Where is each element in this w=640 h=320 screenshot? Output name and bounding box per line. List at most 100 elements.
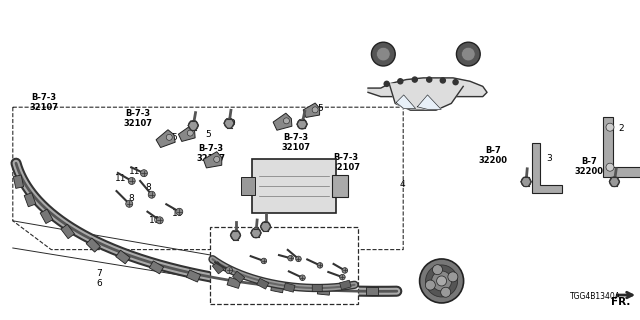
Text: 9: 9 — [298, 120, 303, 129]
Circle shape — [261, 258, 267, 264]
Text: B-7-3
32107: B-7-3 32107 — [281, 133, 310, 152]
Polygon shape — [603, 117, 640, 177]
Circle shape — [188, 130, 193, 136]
Circle shape — [214, 156, 220, 162]
Polygon shape — [368, 78, 487, 97]
Text: 9: 9 — [253, 228, 259, 236]
Bar — [186, 270, 200, 282]
Text: B-7-3
32107: B-7-3 32107 — [123, 109, 152, 128]
Text: 6: 6 — [97, 279, 102, 288]
Bar — [61, 224, 74, 239]
Text: 8: 8 — [263, 258, 268, 267]
Circle shape — [300, 275, 305, 281]
Bar — [340, 280, 351, 290]
Circle shape — [156, 217, 163, 224]
Bar — [317, 286, 330, 295]
Circle shape — [426, 265, 458, 297]
Circle shape — [128, 178, 135, 184]
Text: 7: 7 — [97, 269, 102, 278]
Circle shape — [260, 221, 271, 232]
Text: FR.: FR. — [611, 297, 630, 307]
Circle shape — [251, 228, 261, 238]
Circle shape — [284, 118, 289, 124]
Text: 5: 5 — [205, 130, 211, 139]
Text: 11: 11 — [115, 174, 126, 183]
Circle shape — [371, 42, 396, 66]
Text: 9: 9 — [612, 178, 617, 187]
Circle shape — [148, 191, 156, 198]
Circle shape — [342, 268, 348, 273]
Polygon shape — [417, 95, 441, 109]
Circle shape — [376, 47, 390, 61]
Text: B-7-3
32107: B-7-3 32107 — [331, 153, 360, 172]
Text: B-7-3
32107: B-7-3 32107 — [29, 93, 58, 112]
Text: B-7-3
32107: B-7-3 32107 — [196, 144, 226, 163]
Circle shape — [230, 230, 241, 240]
Polygon shape — [156, 130, 175, 148]
Circle shape — [225, 267, 232, 274]
Polygon shape — [532, 143, 563, 193]
Bar — [212, 262, 224, 274]
Polygon shape — [303, 103, 319, 117]
Circle shape — [166, 134, 172, 140]
Circle shape — [426, 280, 435, 290]
Bar — [312, 284, 322, 292]
Circle shape — [440, 78, 445, 83]
Text: 9: 9 — [230, 119, 235, 128]
Bar — [86, 238, 100, 252]
Circle shape — [427, 77, 432, 82]
Bar — [271, 283, 284, 293]
Bar — [210, 227, 358, 304]
Text: B-7-2
32117: B-7-2 32117 — [278, 166, 307, 185]
Circle shape — [436, 276, 447, 286]
Circle shape — [606, 123, 614, 131]
Circle shape — [384, 81, 389, 86]
Text: 2: 2 — [618, 124, 623, 132]
Text: 9: 9 — [232, 231, 237, 240]
Bar — [24, 193, 36, 207]
Text: B-7
32200: B-7 32200 — [478, 146, 508, 165]
Text: 10: 10 — [335, 269, 346, 278]
Text: 5: 5 — [172, 133, 177, 142]
Text: 4: 4 — [399, 180, 404, 188]
Circle shape — [609, 177, 620, 187]
Circle shape — [412, 77, 417, 82]
Bar — [232, 271, 244, 283]
Circle shape — [140, 170, 147, 177]
Bar — [40, 209, 53, 224]
Polygon shape — [204, 152, 222, 168]
Text: 1: 1 — [439, 287, 444, 296]
Text: 9: 9 — [524, 178, 529, 187]
Circle shape — [606, 163, 614, 171]
Text: 11: 11 — [129, 167, 140, 176]
Polygon shape — [389, 84, 463, 110]
Bar — [13, 175, 24, 188]
Circle shape — [312, 107, 318, 113]
Text: B-7
32200: B-7 32200 — [574, 157, 604, 176]
Text: 8: 8 — [129, 194, 134, 203]
Circle shape — [431, 271, 452, 291]
Text: 11: 11 — [290, 251, 301, 260]
Text: 8: 8 — [146, 183, 151, 192]
Circle shape — [125, 200, 132, 207]
Circle shape — [456, 42, 480, 66]
Bar — [284, 283, 295, 292]
FancyBboxPatch shape — [241, 177, 255, 195]
Circle shape — [317, 262, 323, 268]
Bar — [116, 250, 130, 264]
Bar — [367, 287, 379, 295]
FancyBboxPatch shape — [332, 175, 348, 196]
Text: 9: 9 — [191, 122, 196, 131]
Circle shape — [297, 119, 307, 129]
Text: 5: 5 — [317, 104, 323, 113]
Circle shape — [448, 272, 458, 282]
Polygon shape — [396, 95, 415, 108]
Text: 3: 3 — [547, 154, 552, 163]
Text: 10: 10 — [149, 216, 161, 225]
Polygon shape — [179, 126, 195, 141]
Circle shape — [433, 265, 442, 275]
Circle shape — [176, 208, 183, 215]
FancyBboxPatch shape — [252, 159, 337, 212]
Circle shape — [224, 118, 234, 128]
Text: 9: 9 — [263, 221, 268, 230]
